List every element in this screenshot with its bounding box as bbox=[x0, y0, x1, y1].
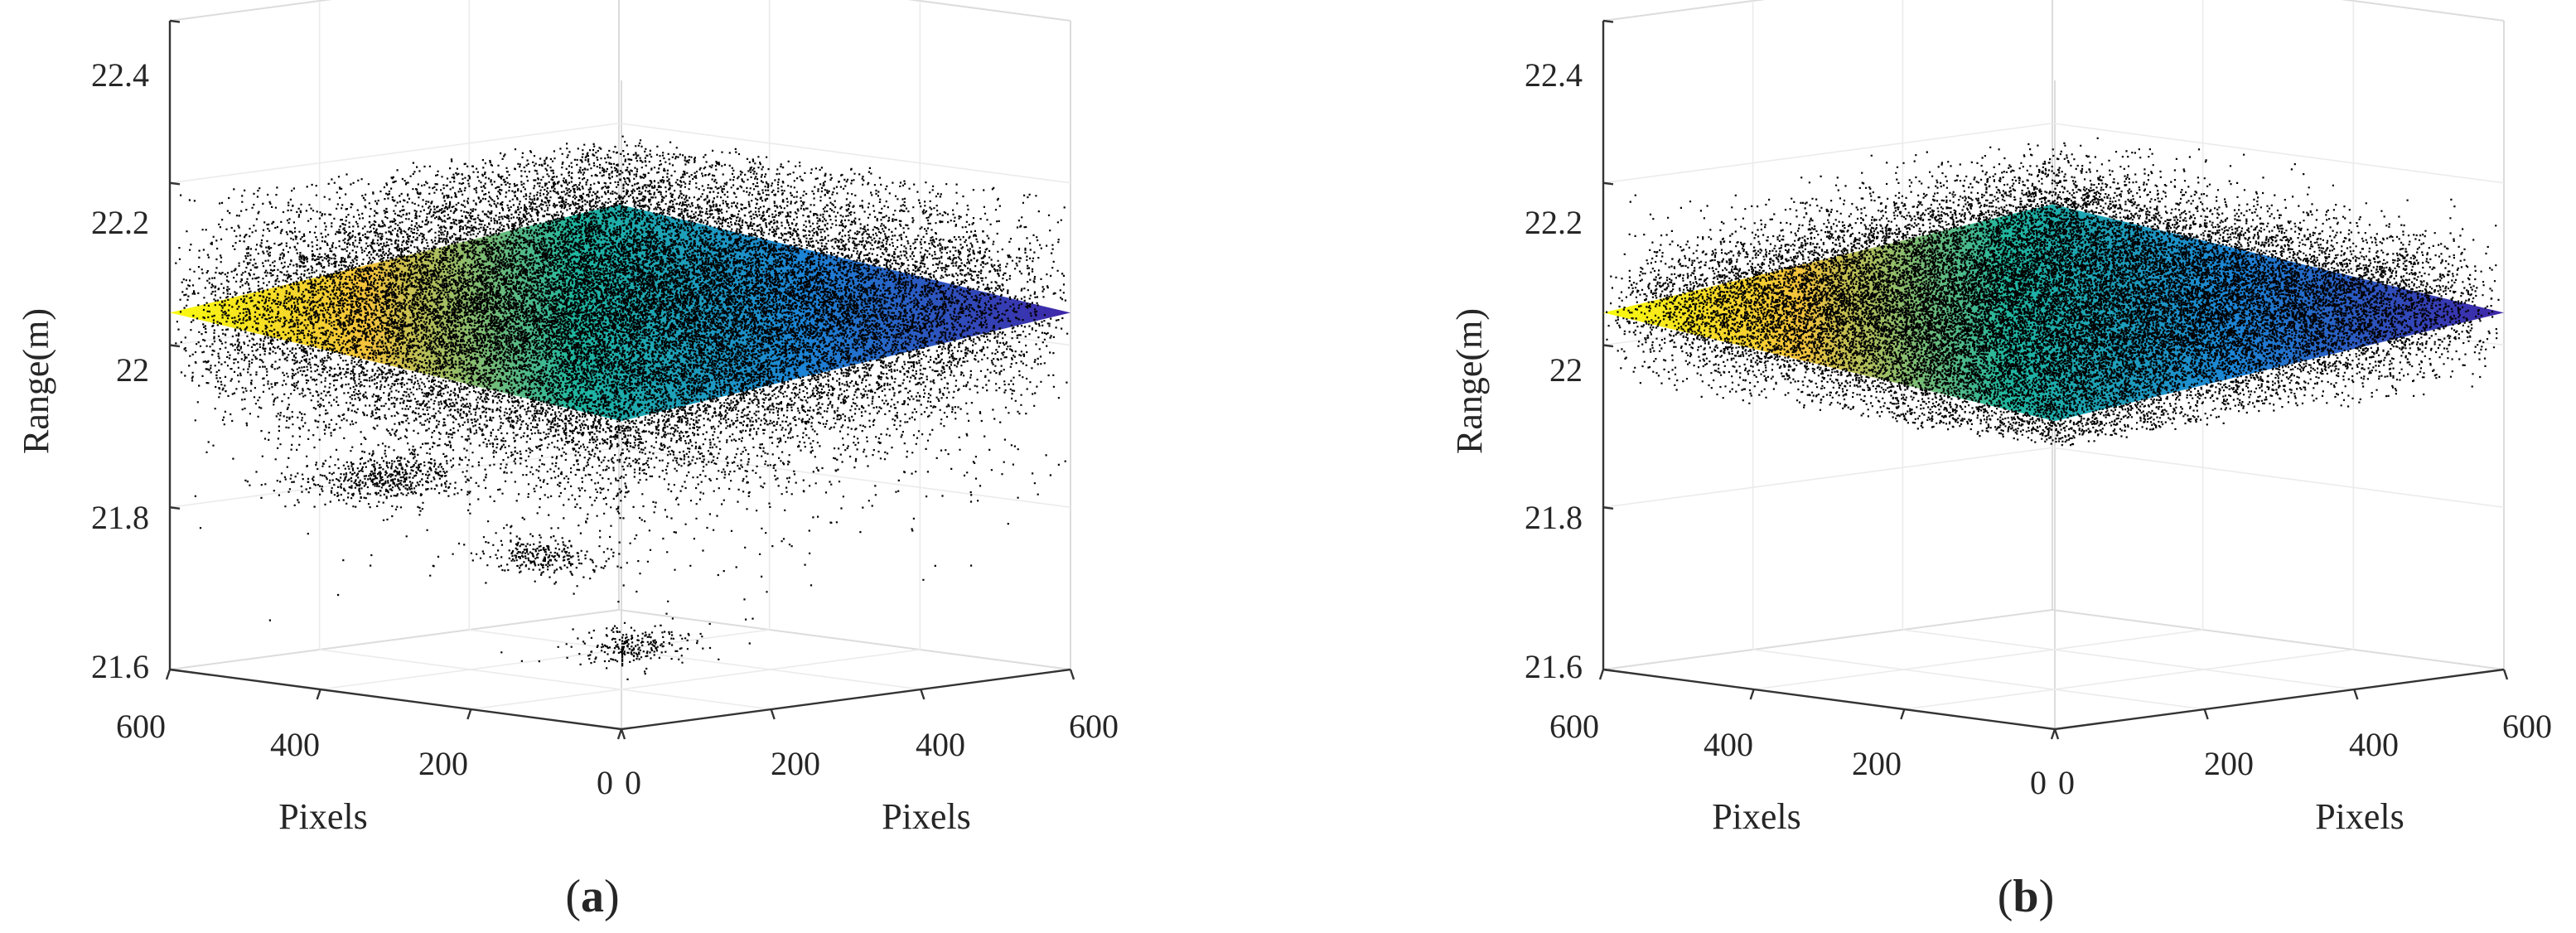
z-tick-label: 21.6 bbox=[1525, 648, 1583, 685]
panel-b-caption: (b) bbox=[1998, 871, 2054, 922]
left-axis-tick-label: 600 bbox=[116, 708, 166, 745]
z-tick-label: 22.2 bbox=[1525, 204, 1583, 241]
right-axis-tick-label: 0 bbox=[2058, 764, 2075, 801]
box-edge bbox=[2052, 609, 2505, 670]
z-tick-label: 22.2 bbox=[91, 204, 149, 241]
right-axis-tick-label: 400 bbox=[916, 726, 965, 763]
panel-b-z-axis-title: Range(m) bbox=[1449, 308, 1490, 454]
right-floor-axis bbox=[621, 668, 1071, 731]
right-axis-tick bbox=[2502, 669, 2509, 680]
z-grid-line bbox=[1602, 447, 2505, 509]
floor-grid-line bbox=[1904, 649, 2354, 710]
right-axis-tick bbox=[2353, 689, 2359, 700]
panel-b-axes bbox=[1598, 19, 2509, 740]
z-axis-tick bbox=[169, 344, 181, 348]
left-axis-tick-label: 0 bbox=[2030, 764, 2047, 801]
z-axis-tick bbox=[1602, 181, 1614, 186]
right-axis-tick-label: 0 bbox=[625, 764, 641, 801]
z-axis-tick bbox=[1602, 506, 1614, 510]
right-axis-tick bbox=[2203, 708, 2209, 720]
panel-a-right-axis-title: Pixels bbox=[882, 796, 971, 837]
z-axis-tick bbox=[169, 19, 181, 23]
z-axis-tick bbox=[1602, 668, 1614, 672]
box-edge bbox=[1602, 609, 2053, 670]
z-axis-tick bbox=[169, 506, 181, 510]
left-floor-axis bbox=[169, 668, 622, 731]
z-axis-tick bbox=[169, 181, 181, 186]
floor-grid-line bbox=[320, 629, 770, 690]
left-axis-tick bbox=[2050, 728, 2056, 740]
z-tick-label: 21.8 bbox=[1525, 499, 1583, 536]
panel-b-letter: b bbox=[2013, 871, 2038, 922]
panel-b-right-axis-ticks: 0 200 400 600 bbox=[2058, 708, 2552, 801]
right-floor-axis bbox=[2054, 668, 2505, 731]
left-axis-tick-label: 200 bbox=[1852, 745, 1902, 782]
panel-b-z-ticks: 22.4 22.2 22 21.8 21.6 bbox=[1525, 56, 1583, 685]
left-axis-tick bbox=[165, 669, 172, 680]
left-axis-tick-label: 200 bbox=[418, 745, 468, 782]
left-axis-tick-label: 400 bbox=[270, 726, 320, 763]
left-axis-tick bbox=[1900, 708, 1906, 720]
panel-a: 22.4 22.2 22 21.8 21.6 600 400 200 0 0 2… bbox=[16, 0, 1119, 922]
left-axis-tick-label: 400 bbox=[1704, 726, 1753, 763]
right-axis-tick-label: 400 bbox=[2349, 726, 2399, 763]
panel-a-point-cloud bbox=[175, 135, 1069, 681]
left-axis-tick bbox=[1749, 689, 1755, 700]
floor-grid-line bbox=[471, 649, 921, 710]
z-tick-label: 22 bbox=[116, 351, 149, 389]
box-edge bbox=[2341, 0, 2505, 22]
right-axis-tick bbox=[2053, 728, 2060, 740]
panel-a-caption: (a) bbox=[565, 871, 619, 922]
z-tick-label: 21.8 bbox=[91, 499, 149, 536]
floor-grid-line bbox=[1752, 649, 2205, 710]
z-tick-label: 22.4 bbox=[1525, 56, 1583, 94]
z-tick-label: 21.6 bbox=[91, 648, 149, 685]
left-axis-tick bbox=[316, 689, 321, 700]
right-axis-tick-label: 200 bbox=[2204, 745, 2254, 782]
panel-a-fitted-plane bbox=[170, 204, 1071, 422]
right-axis-tick bbox=[620, 728, 626, 740]
floor-grid-line bbox=[469, 629, 921, 690]
floor-grid-line bbox=[1753, 629, 2203, 690]
panel-a-z-axis-title: Range(m) bbox=[16, 308, 56, 454]
z-tick-label: 22 bbox=[1549, 351, 1583, 389]
floor-grid-line bbox=[1902, 629, 2355, 690]
left-axis-tick bbox=[466, 708, 472, 720]
panel-b-point-cloud bbox=[1606, 137, 2500, 447]
panel-a-right-axis-ticks: 0 200 400 600 bbox=[625, 708, 1119, 801]
z-tick-label: 22.4 bbox=[91, 56, 149, 94]
box-edge bbox=[907, 0, 1071, 22]
box-edge bbox=[618, 609, 1071, 670]
right-axis-tick-label: 600 bbox=[2502, 708, 2552, 745]
floor-grid-line bbox=[319, 649, 771, 710]
left-axis-tick bbox=[1598, 669, 1605, 680]
panel-b: 22.4 22.2 22 21.8 21.6 600 400 200 0 0 2… bbox=[1449, 0, 2552, 922]
panel-b-left-axis-title: Pixels bbox=[1712, 796, 1801, 837]
left-axis-tick bbox=[616, 728, 623, 740]
panel-b-left-axis-ticks: 600 400 200 0 bbox=[1549, 708, 2047, 801]
left-axis-tick-label: 600 bbox=[1549, 708, 1599, 745]
right-axis-tick bbox=[770, 708, 776, 720]
right-axis-tick-label: 200 bbox=[771, 745, 820, 782]
z-axis-tick bbox=[1602, 19, 1614, 23]
panel-a-left-axis-title: Pixels bbox=[278, 796, 368, 837]
right-axis-tick bbox=[1069, 669, 1075, 680]
panel-a-axes bbox=[165, 19, 1075, 740]
box-edge bbox=[169, 609, 620, 670]
box-edge bbox=[169, 0, 332, 22]
right-axis-tick-label: 600 bbox=[1069, 708, 1119, 745]
right-axis-tick bbox=[920, 689, 926, 700]
panel-a-left-axis-ticks: 600 400 200 0 bbox=[116, 708, 613, 801]
left-axis-tick-label: 0 bbox=[597, 764, 613, 801]
box-edge bbox=[1602, 0, 1766, 22]
panel-b-right-axis-title: Pixels bbox=[2315, 796, 2404, 837]
left-floor-axis bbox=[1602, 668, 2056, 731]
panel-a-letter: a bbox=[581, 871, 604, 922]
z-axis-tick bbox=[1602, 344, 1614, 348]
z-axis-tick bbox=[169, 668, 181, 672]
panel-a-z-ticks: 22.4 22.2 22 21.8 21.6 bbox=[91, 56, 149, 685]
